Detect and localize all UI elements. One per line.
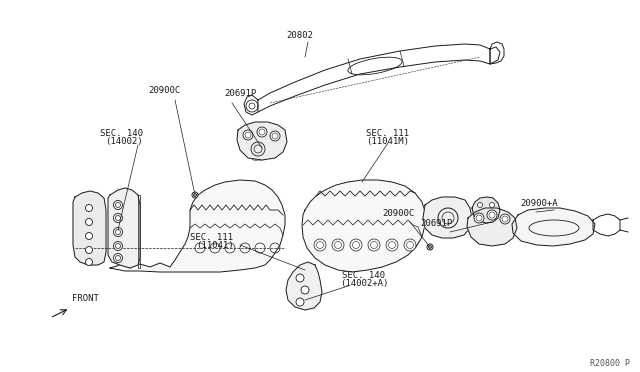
Text: (11041): (11041) <box>196 241 234 250</box>
Circle shape <box>86 205 93 212</box>
Circle shape <box>301 286 309 294</box>
Circle shape <box>243 130 253 140</box>
Text: FRONT: FRONT <box>72 294 99 303</box>
Circle shape <box>427 244 433 250</box>
Circle shape <box>332 239 344 251</box>
Circle shape <box>404 239 416 251</box>
Circle shape <box>500 214 510 224</box>
Circle shape <box>296 274 304 282</box>
Polygon shape <box>110 180 285 272</box>
Polygon shape <box>244 135 272 160</box>
Circle shape <box>429 246 431 248</box>
Polygon shape <box>73 191 106 265</box>
Circle shape <box>487 210 497 220</box>
Polygon shape <box>108 188 140 268</box>
Circle shape <box>113 214 122 222</box>
Circle shape <box>296 298 304 306</box>
Circle shape <box>350 239 362 251</box>
Polygon shape <box>237 122 287 160</box>
Text: 20900+A: 20900+A <box>520 199 557 208</box>
Circle shape <box>490 202 495 208</box>
Text: (14002): (14002) <box>105 137 143 146</box>
Circle shape <box>477 202 483 208</box>
Circle shape <box>86 218 93 225</box>
Circle shape <box>386 239 398 251</box>
Text: R20800 P: R20800 P <box>590 359 630 368</box>
Circle shape <box>474 213 484 223</box>
Circle shape <box>86 259 93 266</box>
Circle shape <box>193 193 196 196</box>
Text: 20900C: 20900C <box>148 86 180 95</box>
Text: 20900C: 20900C <box>382 209 414 218</box>
Polygon shape <box>467 208 517 246</box>
Text: 20802: 20802 <box>287 31 314 40</box>
Circle shape <box>192 192 198 198</box>
Text: 20691P: 20691P <box>420 219 452 228</box>
Text: SEC. 140: SEC. 140 <box>342 271 385 280</box>
Text: SEC. 111: SEC. 111 <box>190 233 233 242</box>
Circle shape <box>113 241 122 250</box>
Circle shape <box>86 247 93 253</box>
Polygon shape <box>423 197 472 238</box>
Circle shape <box>314 239 326 251</box>
Circle shape <box>368 239 380 251</box>
Polygon shape <box>286 262 322 310</box>
Polygon shape <box>302 180 425 272</box>
Polygon shape <box>512 208 595 246</box>
Circle shape <box>270 131 280 141</box>
Circle shape <box>86 232 93 240</box>
Circle shape <box>113 253 122 263</box>
Circle shape <box>113 201 122 209</box>
Text: 20691P: 20691P <box>224 89 256 98</box>
Polygon shape <box>472 197 500 223</box>
Text: SEC. 111: SEC. 111 <box>366 129 409 138</box>
Text: (11041M): (11041M) <box>366 137 409 146</box>
Text: SEC. 140: SEC. 140 <box>100 129 143 138</box>
Circle shape <box>113 228 122 237</box>
Circle shape <box>257 127 267 137</box>
Text: (14002+A): (14002+A) <box>340 279 388 288</box>
